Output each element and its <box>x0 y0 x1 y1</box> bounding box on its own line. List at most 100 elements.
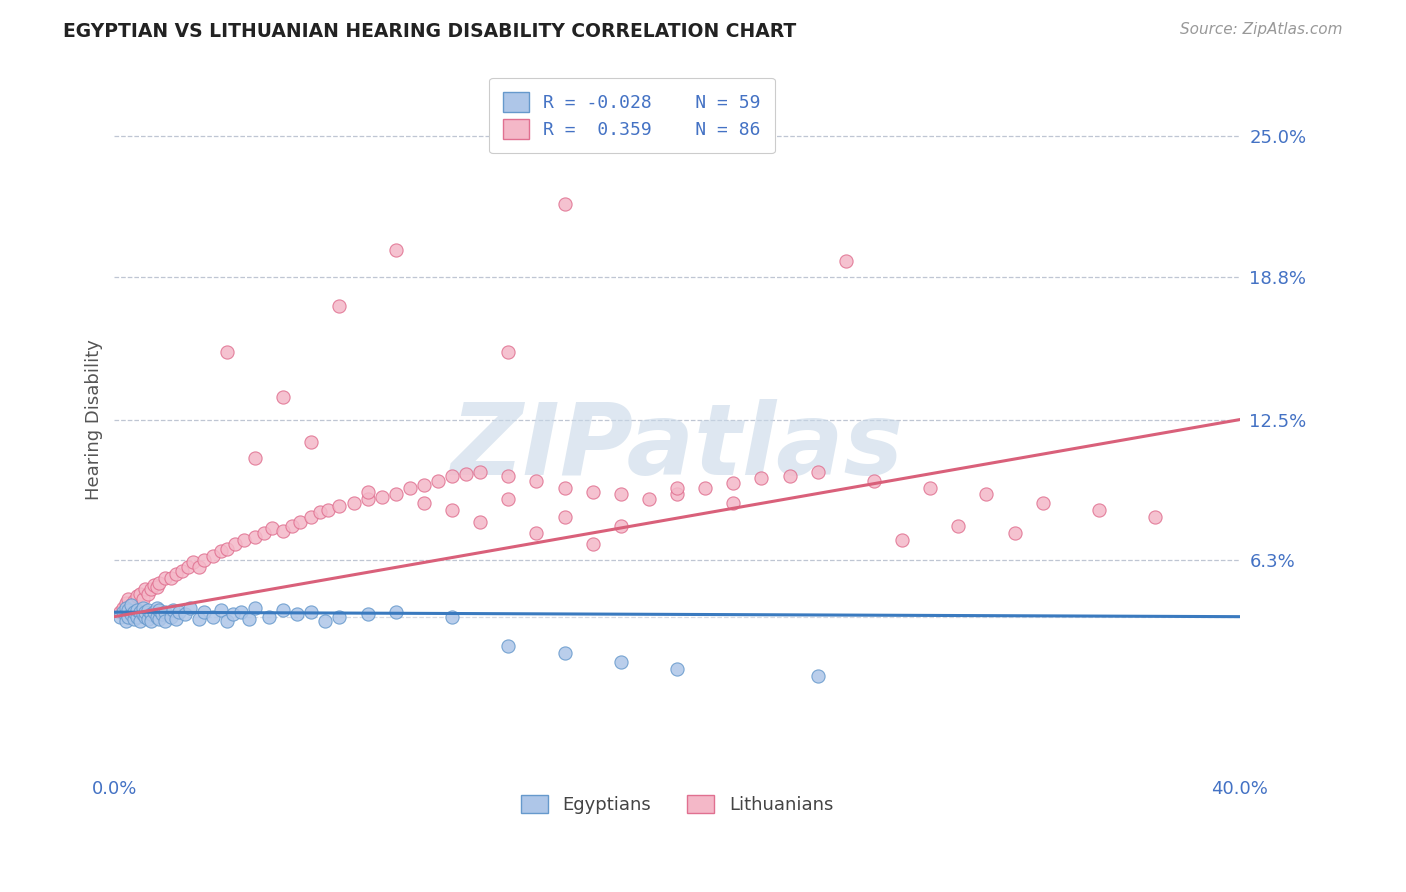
Point <box>280 519 302 533</box>
Point <box>891 533 914 547</box>
Point <box>108 605 131 619</box>
Point <box>131 607 153 622</box>
Point <box>524 474 547 488</box>
Point <box>145 580 167 594</box>
Point <box>238 612 260 626</box>
Point <box>159 609 181 624</box>
Point <box>316 503 339 517</box>
Point <box>209 603 232 617</box>
Point <box>136 603 159 617</box>
Point <box>426 474 449 488</box>
Point <box>139 614 162 628</box>
Point <box>122 605 145 619</box>
Point <box>496 344 519 359</box>
Point <box>252 525 274 540</box>
Point <box>976 487 998 501</box>
Point <box>554 646 576 660</box>
Point <box>221 607 243 622</box>
Point <box>125 603 148 617</box>
Point <box>496 639 519 653</box>
Point <box>201 609 224 624</box>
Point <box>328 609 350 624</box>
Point <box>299 510 322 524</box>
Point <box>153 614 176 628</box>
Point <box>150 607 173 622</box>
Point <box>165 566 187 581</box>
Point <box>271 524 294 538</box>
Point <box>807 465 830 479</box>
Point <box>356 491 378 506</box>
Point <box>134 609 156 624</box>
Point <box>136 612 159 626</box>
Point <box>370 490 392 504</box>
Point <box>181 555 204 569</box>
Point <box>288 515 311 529</box>
Point <box>122 612 145 626</box>
Point <box>173 607 195 622</box>
Point <box>554 510 576 524</box>
Point <box>666 481 689 495</box>
Point <box>128 587 150 601</box>
Point <box>440 609 463 624</box>
Point <box>807 668 830 682</box>
Point <box>412 496 434 510</box>
Point <box>496 491 519 506</box>
Point <box>114 596 136 610</box>
Point <box>299 605 322 619</box>
Point <box>314 614 336 628</box>
Point <box>148 612 170 626</box>
Point <box>187 559 209 574</box>
Point <box>610 655 633 669</box>
Point <box>398 481 420 495</box>
Point <box>215 541 238 556</box>
Point <box>117 609 139 624</box>
Point <box>117 591 139 606</box>
Point <box>384 487 406 501</box>
Point <box>835 254 858 268</box>
Point <box>179 600 201 615</box>
Point <box>243 451 266 466</box>
Point <box>751 471 773 485</box>
Point <box>224 537 246 551</box>
Point <box>610 519 633 533</box>
Point <box>948 519 970 533</box>
Point <box>209 544 232 558</box>
Point <box>114 600 136 615</box>
Point <box>120 599 142 613</box>
Point <box>666 662 689 676</box>
Point <box>120 599 142 613</box>
Point <box>139 582 162 597</box>
Point <box>215 614 238 628</box>
Point <box>299 435 322 450</box>
Point <box>779 469 801 483</box>
Point <box>201 549 224 563</box>
Point <box>134 605 156 619</box>
Point <box>723 476 745 491</box>
Legend: Egyptians, Lithuanians: Egyptians, Lithuanians <box>510 784 844 825</box>
Point <box>125 609 148 624</box>
Point <box>328 299 350 313</box>
Point <box>412 478 434 492</box>
Point <box>187 612 209 626</box>
Point <box>162 603 184 617</box>
Point <box>1004 525 1026 540</box>
Point <box>215 344 238 359</box>
Point <box>193 605 215 619</box>
Point <box>454 467 477 481</box>
Point <box>356 485 378 500</box>
Point <box>108 609 131 624</box>
Point <box>148 603 170 617</box>
Point <box>308 506 330 520</box>
Point <box>142 605 165 619</box>
Point <box>148 575 170 590</box>
Point <box>384 243 406 257</box>
Point <box>666 487 689 501</box>
Point <box>554 197 576 211</box>
Point <box>167 605 190 619</box>
Point <box>638 491 661 506</box>
Text: ZIPatlas: ZIPatlas <box>450 400 904 496</box>
Point <box>142 578 165 592</box>
Point <box>1144 510 1167 524</box>
Point <box>128 605 150 619</box>
Point <box>193 553 215 567</box>
